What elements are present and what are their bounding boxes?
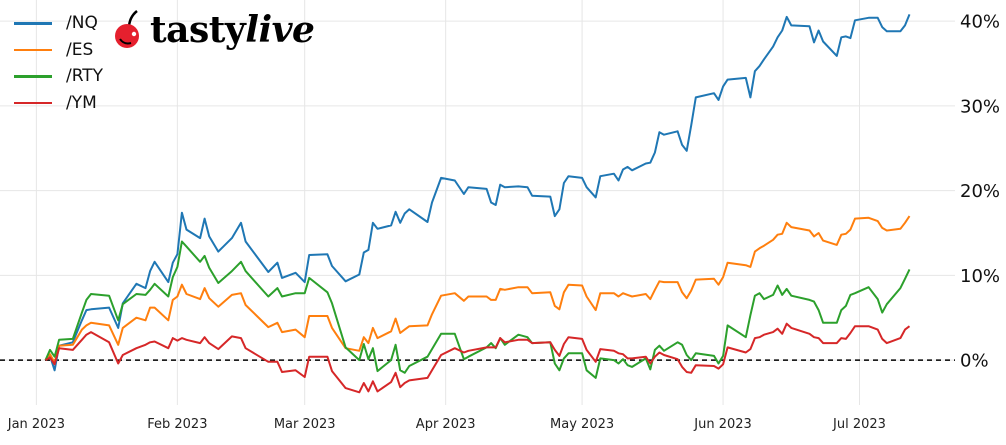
y-tick-label: 0% bbox=[960, 351, 989, 372]
x-tick-label: Mar 2023 bbox=[274, 417, 336, 432]
series-line-ym bbox=[45, 322, 911, 394]
legend-item-nq: /NQ bbox=[14, 10, 103, 37]
series-line-nq bbox=[44, 14, 911, 372]
legend-swatch-ym bbox=[14, 101, 52, 104]
legend: /NQ /ES /RTY /YM bbox=[14, 10, 103, 116]
logo-text-tasty: tasty bbox=[150, 9, 246, 51]
y-tick-label: 30% bbox=[960, 96, 1000, 117]
legend-label-ym: /YM bbox=[66, 92, 97, 113]
legend-item-ym: /YM bbox=[14, 90, 103, 117]
series-lines bbox=[44, 14, 911, 394]
y-axis-ticks: 0% 10% 20% 30% 40% bbox=[960, 12, 1000, 372]
logo-text: tastylive bbox=[150, 9, 315, 51]
legend-swatch-es bbox=[14, 48, 52, 51]
y-tick-label: 20% bbox=[960, 181, 1000, 202]
x-tick-label: Jul 2023 bbox=[832, 417, 886, 432]
cherry-icon bbox=[115, 10, 139, 48]
legend-item-rty: /RTY bbox=[14, 63, 103, 90]
legend-swatch-nq bbox=[14, 22, 52, 25]
tastylive-logo: tastylive bbox=[112, 9, 315, 51]
series-line-rty bbox=[44, 240, 911, 379]
x-tick-label: Apr 2023 bbox=[416, 417, 476, 432]
legend-item-es: /ES bbox=[14, 37, 103, 64]
series-line-es bbox=[44, 215, 911, 364]
x-tick-label: Jun 2023 bbox=[693, 417, 752, 432]
x-tick-label: Jan 2023 bbox=[7, 417, 65, 432]
x-tick-label: Feb 2023 bbox=[147, 417, 207, 432]
y-tick-label: 10% bbox=[960, 266, 1000, 287]
legend-label-nq: /NQ bbox=[66, 13, 98, 34]
legend-swatch-rty bbox=[14, 75, 52, 78]
legend-label-rty: /RTY bbox=[66, 66, 104, 87]
x-axis-ticks: Jan 2023 Feb 2023 Mar 2023 Apr 2023 May 2023… bbox=[7, 417, 886, 432]
gridlines bbox=[0, 0, 955, 405]
logo-text-live: live bbox=[245, 9, 315, 51]
y-tick-label: 40% bbox=[960, 12, 1000, 33]
legend-label-es: /ES bbox=[66, 39, 94, 60]
x-tick-label: May 2023 bbox=[550, 417, 614, 432]
